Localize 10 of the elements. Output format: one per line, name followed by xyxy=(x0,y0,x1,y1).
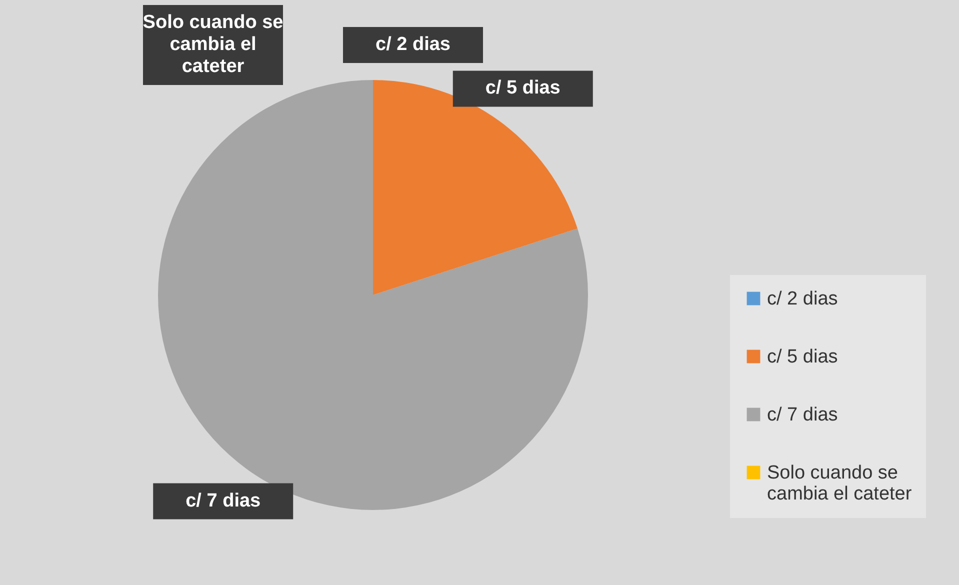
legend-label: c/ 2 dias xyxy=(767,288,838,310)
legend-label: c/ 7 dias xyxy=(767,404,838,426)
category-label: c/ 2 dias xyxy=(376,34,450,55)
pie-slice xyxy=(373,80,578,295)
slice-label: c/ 5 dias xyxy=(485,78,560,99)
category-label: Solo cuando se cambia el cateter xyxy=(142,12,284,77)
legend-label: Solo cuando se cambia el cateter xyxy=(767,462,912,504)
legend-label: c/ 5 dias xyxy=(767,346,838,368)
slice-label: c/ 7 dias xyxy=(186,490,261,512)
pie-slice xyxy=(158,80,588,510)
